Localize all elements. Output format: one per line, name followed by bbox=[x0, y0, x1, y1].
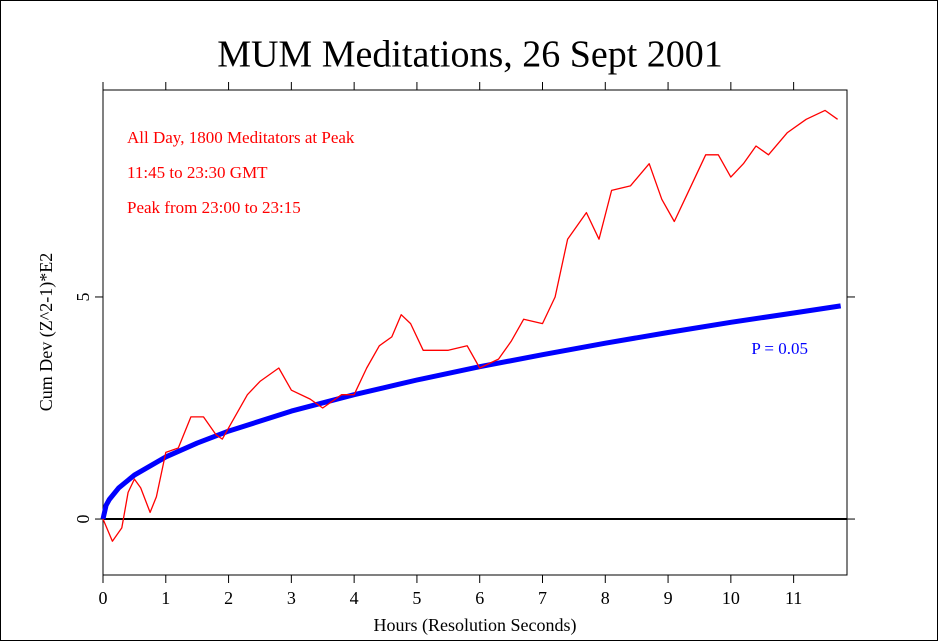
x-tick-label: 6 bbox=[475, 588, 484, 608]
x-tick-label: 5 bbox=[412, 588, 421, 608]
x-tick-label: 2 bbox=[224, 588, 233, 608]
plot-border bbox=[102, 89, 848, 576]
y-tick-label: 0 bbox=[73, 515, 93, 524]
annotation: 11:45 to 23:30 GMT bbox=[127, 163, 268, 182]
x-tick-label: 4 bbox=[350, 588, 359, 608]
x-tick-label: 8 bbox=[601, 588, 610, 608]
x-tick-label: 7 bbox=[538, 588, 547, 608]
y-axis-label: Cum Dev (Z^2-1)*E2 bbox=[36, 253, 57, 411]
x-tick-label: 10 bbox=[722, 588, 740, 608]
data-line bbox=[102, 109, 838, 542]
x-tick-label: 9 bbox=[664, 588, 673, 608]
chart-title: MUM Meditations, 26 Sept 2001 bbox=[217, 34, 723, 76]
data-line bbox=[100, 303, 842, 520]
x-tick-label: 3 bbox=[287, 588, 296, 608]
series-label: P = 0.05 bbox=[751, 339, 808, 358]
annotation: All Day, 1800 Meditators at Peak bbox=[127, 128, 355, 147]
y-tick-label: 5 bbox=[73, 292, 93, 301]
x-tick-label: 0 bbox=[99, 588, 108, 608]
x-axis-label: Hours (Resolution Seconds) bbox=[374, 615, 577, 636]
annotation: Peak from 23:00 to 23:15 bbox=[127, 198, 301, 217]
x-tick-label: 1 bbox=[161, 588, 170, 608]
x-tick-label: 11 bbox=[785, 588, 802, 608]
